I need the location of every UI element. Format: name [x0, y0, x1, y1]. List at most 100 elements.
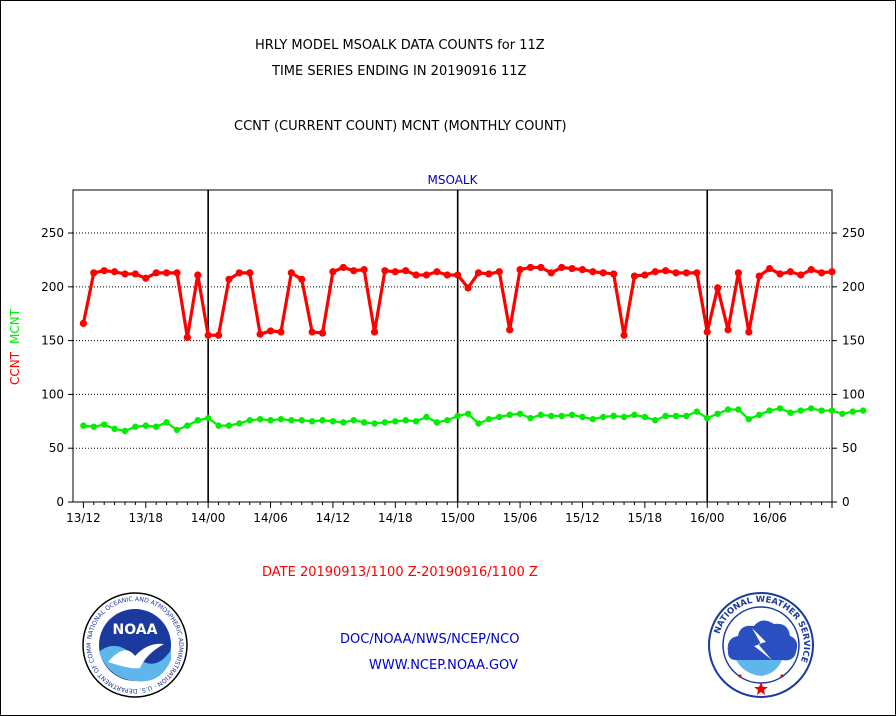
data-point-ccnt	[204, 331, 212, 339]
data-point-mcnt	[288, 417, 295, 424]
data-point-mcnt	[142, 422, 149, 429]
x-tick-label: 16/00	[690, 511, 725, 525]
data-point-mcnt	[735, 406, 742, 413]
data-point-ccnt	[308, 328, 316, 336]
data-point-mcnt	[849, 408, 856, 415]
y-tick-label-left: 250	[41, 226, 64, 240]
data-point-mcnt	[423, 413, 430, 421]
y-tick-label-left: 150	[41, 334, 64, 348]
x-tick-label: 15/00	[440, 511, 475, 525]
data-point-ccnt	[662, 267, 670, 275]
data-point-ccnt	[547, 269, 555, 277]
data-point-mcnt	[204, 414, 212, 422]
data-point-mcnt	[714, 410, 721, 417]
data-point-mcnt	[662, 412, 669, 420]
data-point-ccnt	[100, 267, 108, 275]
x-tick-label: 16/06	[752, 511, 787, 525]
data-point-mcnt	[506, 411, 513, 419]
data-point-mcnt	[496, 413, 503, 421]
data-point-mcnt	[610, 412, 617, 420]
x-tick-label: 14/12	[316, 511, 351, 525]
data-point-mcnt	[277, 415, 285, 423]
data-point-mcnt	[641, 413, 649, 421]
data-point-ccnt	[818, 269, 826, 277]
data-point-mcnt	[152, 423, 160, 430]
data-point-mcnt	[776, 405, 784, 412]
data-point-mcnt	[568, 411, 576, 419]
x-tick-label: 14/06	[253, 511, 288, 525]
data-point-ccnt	[381, 267, 389, 275]
data-point-ccnt	[194, 271, 202, 279]
data-point-ccnt	[797, 271, 805, 279]
data-point-ccnt	[298, 275, 306, 283]
data-point-mcnt	[797, 407, 805, 414]
data-point-mcnt	[828, 407, 836, 414]
data-point-ccnt	[734, 269, 743, 277]
data-point-ccnt	[776, 270, 784, 278]
x-tick-label: 15/12	[565, 511, 600, 525]
data-point-ccnt	[152, 269, 160, 277]
data-point-ccnt	[391, 268, 399, 276]
data-point-ccnt	[121, 270, 129, 278]
data-point-ccnt	[620, 331, 628, 339]
data-point-ccnt	[162, 269, 171, 277]
data-point-ccnt	[412, 271, 420, 279]
data-point-mcnt	[381, 419, 389, 426]
url-link[interactable]: WWW.NCEP.NOAA.GOV	[369, 658, 518, 673]
nws-logo: NATIONAL WEATHER SERVICE	[708, 592, 814, 698]
data-point-mcnt	[225, 422, 233, 429]
data-point-mcnt	[724, 406, 732, 413]
data-point-mcnt	[236, 420, 243, 427]
data-point-ccnt	[672, 269, 680, 277]
data-point-ccnt	[246, 269, 254, 277]
data-point-mcnt	[600, 413, 607, 421]
data-point-mcnt	[558, 412, 565, 420]
data-point-ccnt	[464, 284, 472, 292]
data-point-mcnt	[704, 414, 711, 422]
y-axis-label-mcnt: MCNT	[8, 308, 22, 344]
data-point-ccnt	[516, 266, 524, 274]
data-point-ccnt	[537, 263, 545, 272]
data-point-ccnt	[641, 271, 649, 279]
data-point-mcnt	[454, 412, 461, 420]
data-point-mcnt	[433, 419, 441, 426]
data-point-mcnt	[672, 412, 680, 420]
data-point-mcnt	[329, 418, 337, 425]
data-point-mcnt	[215, 422, 222, 429]
data-point-ccnt	[807, 266, 815, 274]
y-tick-label-left: 0	[56, 495, 64, 509]
data-point-ccnt	[183, 333, 191, 341]
data-point-ccnt	[173, 269, 181, 277]
y-tick-label-right: 0	[842, 495, 850, 509]
noaa-logo-text: NOAA	[113, 622, 158, 638]
data-point-ccnt	[578, 266, 587, 274]
org-link[interactable]: DOC/NOAA/NWS/NCEP/NCO	[340, 632, 520, 647]
data-point-ccnt	[454, 271, 462, 279]
data-point-mcnt	[683, 412, 690, 420]
data-point-ccnt	[828, 268, 836, 276]
data-point-ccnt	[682, 269, 691, 277]
data-point-ccnt	[266, 327, 275, 335]
data-point-mcnt	[371, 420, 378, 427]
data-point-mcnt	[756, 411, 763, 419]
data-point-mcnt	[80, 422, 87, 429]
x-tick-label: 15/06	[503, 511, 538, 525]
data-point-ccnt	[526, 263, 535, 272]
data-point-mcnt	[267, 417, 274, 424]
data-point-mcnt	[256, 415, 264, 423]
data-point-mcnt	[589, 415, 597, 423]
data-point-mcnt	[548, 412, 555, 420]
data-point-mcnt	[787, 409, 794, 416]
data-point-ccnt	[495, 268, 503, 276]
data-point-mcnt	[818, 407, 825, 414]
data-point-mcnt	[485, 415, 493, 423]
data-point-mcnt	[412, 418, 420, 425]
data-point-ccnt	[568, 264, 576, 273]
data-point-mcnt	[766, 407, 773, 414]
data-point-ccnt	[90, 269, 98, 277]
data-point-ccnt	[225, 275, 233, 283]
data-point-ccnt	[235, 269, 243, 277]
data-point-ccnt	[724, 326, 732, 334]
data-point-mcnt	[693, 408, 701, 415]
y-tick-label-left: 50	[49, 441, 64, 455]
